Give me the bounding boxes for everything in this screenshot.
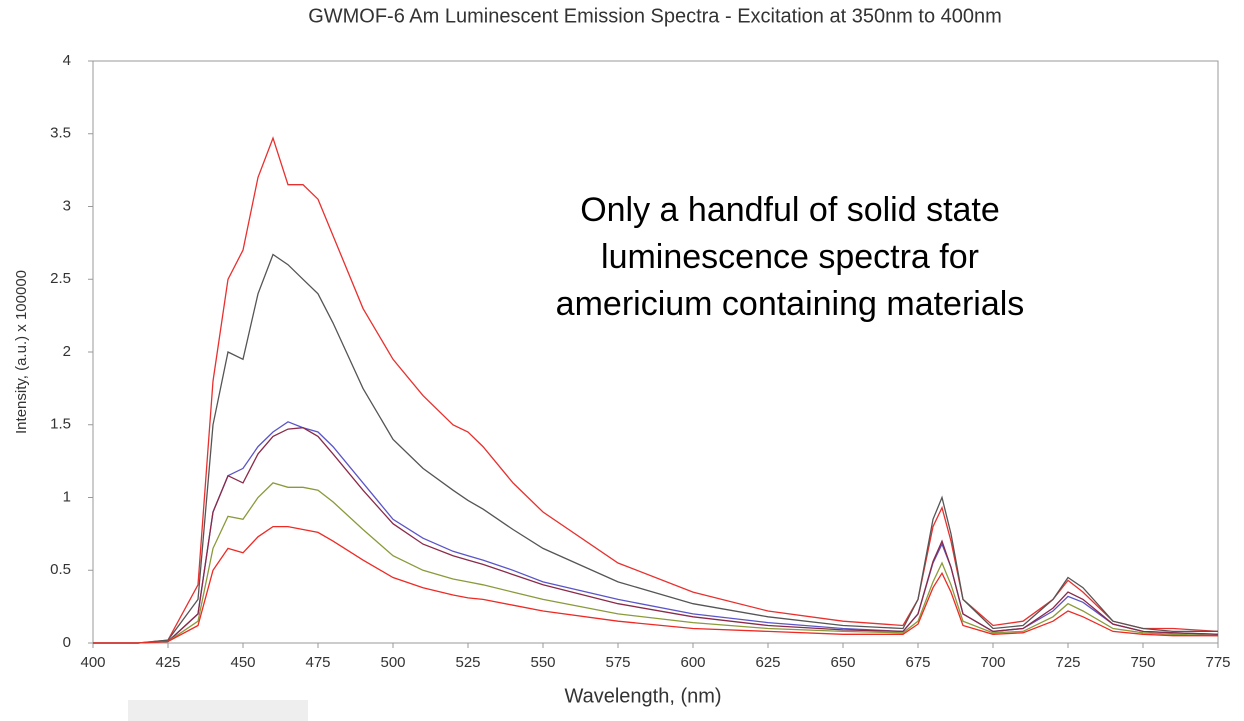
x-tick-label: 450 [230,654,255,671]
x-axis-label: Wavelength, (nm) [564,685,721,707]
y-tick-label: 1 [63,488,71,505]
y-tick-label: 1.5 [50,416,71,433]
x-tick-label: 525 [455,654,480,671]
x-tick-label: 550 [530,654,555,671]
y-tick-label: 0.5 [50,561,71,578]
y-tick-label: 2 [63,343,71,360]
x-tick-label: 775 [1205,654,1230,671]
thumbnail [128,700,308,721]
x-tick-label: 425 [155,654,180,671]
x-tick-label: 500 [380,654,405,671]
series-line [93,136,1219,644]
series-line [93,525,1218,644]
x-tick-label: 400 [80,654,105,671]
plot-frame [92,60,1219,644]
series-line [93,427,1219,644]
x-tick-label: 700 [980,654,1005,671]
annotation-line: Only a handful of solid state [580,191,1000,229]
x-tick-label: 575 [605,654,630,671]
y-tick-label: 3 [63,197,71,214]
annotation-line: americium containing materials [556,285,1025,323]
x-tick-label: 625 [755,654,780,671]
x-tick-label: 600 [680,654,705,671]
series-line [93,253,1218,644]
y-tick-label: 0 [63,634,71,651]
series-line [93,421,1219,644]
series-line [93,482,1219,644]
x-tick-label: 675 [905,654,930,671]
y-axis-label: Intensity, (a.u.) x 100000 [13,270,30,434]
annotation: Only a handful of solid state luminescenc… [556,191,1025,323]
x-tick-label: 475 [305,654,330,671]
x-tick-label: 725 [1055,654,1080,671]
chart-title: GWMOF-6 Am Luminescent Emission Spectra … [308,5,1002,27]
y-tick-label: 3.5 [50,125,71,142]
x-tick-label: 650 [830,654,855,671]
x-tick-label: 750 [1130,654,1155,671]
y-tick-label: 2.5 [50,270,71,287]
y-tick-label: 4 [63,52,71,69]
annotation-line: luminescence spectra for [601,238,979,276]
